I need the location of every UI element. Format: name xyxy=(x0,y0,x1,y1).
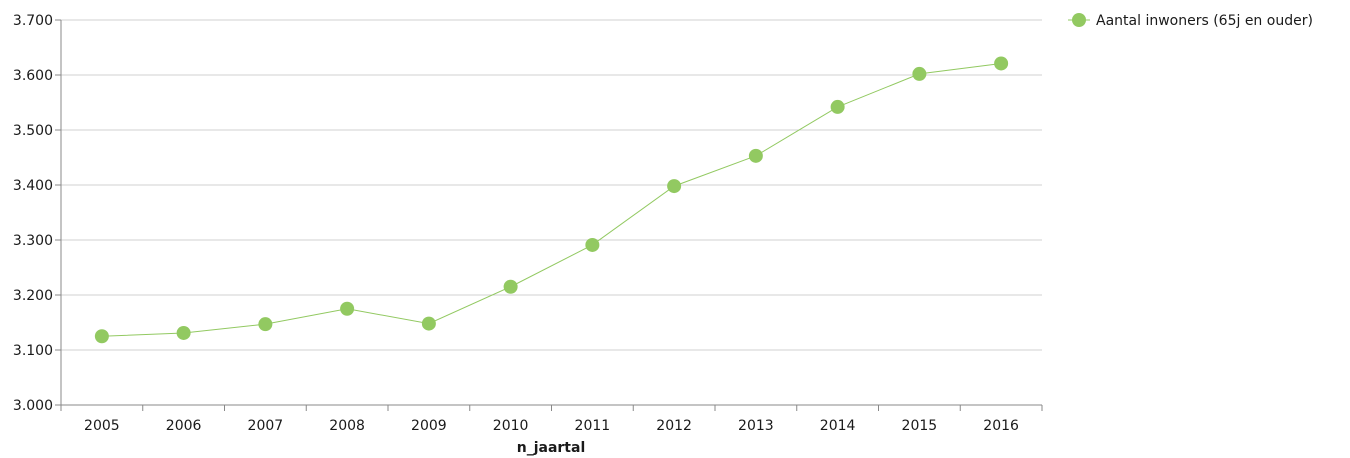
y-tick-label: 3.200 xyxy=(13,288,53,304)
data-point[interactable] xyxy=(994,56,1009,71)
data-point[interactable] xyxy=(830,99,845,114)
x-tick-label: 2015 xyxy=(902,418,938,434)
x-tick-label: 2010 xyxy=(493,418,529,434)
series-group xyxy=(94,56,1009,344)
legend-dot-marker xyxy=(1072,13,1086,27)
x-tick-label: 2012 xyxy=(656,418,692,434)
y-tick-label: 3.600 xyxy=(13,68,53,84)
gridlines xyxy=(61,19,1042,406)
x-tick-label: 2014 xyxy=(820,418,856,434)
x-tick-label: 2009 xyxy=(411,418,447,434)
series-line xyxy=(101,62,1002,337)
data-point[interactable] xyxy=(258,317,273,332)
data-point[interactable] xyxy=(503,279,518,294)
y-tick-label: 3.400 xyxy=(13,178,53,194)
data-point[interactable] xyxy=(667,179,682,194)
y-axis-ticks: 3.000 3.100 3.200 3.300 3.400 3.500 3.600 3.700 xyxy=(13,13,61,414)
x-tick-label: 2013 xyxy=(738,418,774,434)
y-tick-label: 3.700 xyxy=(13,13,53,29)
data-point[interactable] xyxy=(585,237,600,252)
legend-label: Aantal inwoners (65j en ouder) xyxy=(1096,13,1313,29)
y-tick-label: 3.100 xyxy=(13,343,53,359)
x-tick-label: 2006 xyxy=(166,418,202,434)
data-point[interactable] xyxy=(912,66,927,81)
legend: Aantal inwoners (65j en ouder) xyxy=(1068,13,1313,29)
y-tick-label: 3.000 xyxy=(13,398,53,414)
data-point[interactable] xyxy=(748,148,763,163)
data-point[interactable] xyxy=(340,301,355,316)
x-tick-label: 2011 xyxy=(575,418,611,434)
x-axis-title: n_jaartal xyxy=(517,440,586,456)
x-tick-label: 2016 xyxy=(983,418,1019,434)
x-tick-label: 2007 xyxy=(248,418,284,434)
data-point[interactable] xyxy=(176,325,191,340)
data-point[interactable] xyxy=(421,316,436,331)
data-point[interactable] xyxy=(94,329,109,344)
x-tick-label: 2005 xyxy=(84,418,120,434)
x-axis-ticks: 2005 2006 2007 2008 2009 2010 2011 2012 2013 2014… xyxy=(60,405,1043,434)
y-tick-label: 3.500 xyxy=(13,123,53,139)
y-tick-label: 3.300 xyxy=(13,233,53,249)
x-tick-label: 2008 xyxy=(329,418,365,434)
